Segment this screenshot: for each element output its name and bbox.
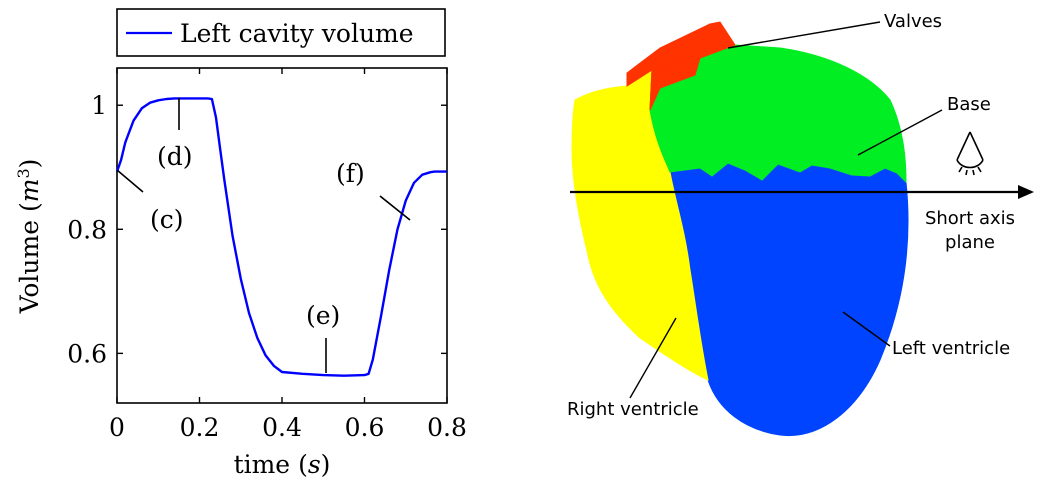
x-tick-label-0.2: 0.2 bbox=[180, 413, 220, 442]
heart-illustration: Valves Base Short axis plane Left ventri… bbox=[567, 11, 1034, 437]
y-tick-label-0.8: 0.8 bbox=[67, 215, 107, 244]
annotations: (c) (d) (e) (f) bbox=[116, 98, 411, 373]
left-ventricle-leader bbox=[842, 311, 891, 347]
y-axis-unit: m bbox=[15, 179, 44, 203]
y-axis-label: Volume (m3) bbox=[14, 159, 44, 315]
base-label: Base bbox=[947, 94, 991, 115]
y-axis-ticks: 0.6 0.8 1 bbox=[67, 91, 447, 368]
right-ventricle-label: Right ventricle bbox=[567, 399, 699, 420]
legend: Left cavity volume bbox=[116, 8, 446, 57]
y-axis-label-text: Volume bbox=[15, 220, 44, 314]
right-ventricle-leader bbox=[629, 317, 677, 399]
x-tick-label-0: 0 bbox=[109, 413, 125, 442]
x-tick-label-0.8: 0.8 bbox=[427, 413, 467, 442]
annotation-c: (c) bbox=[150, 205, 184, 234]
annotation-d: (d) bbox=[157, 142, 193, 171]
short-axis-label-line2: plane bbox=[945, 232, 995, 253]
annotation-c-leader bbox=[116, 169, 144, 193]
x-axis-ticks: 0 0.2 0.4 0.6 0.8 bbox=[109, 68, 467, 442]
annotation-f: (f) bbox=[336, 159, 365, 188]
short-axis-arrowhead bbox=[1018, 185, 1034, 199]
short-axis-label-line1: Short axis bbox=[925, 208, 1015, 229]
valves-label: Valves bbox=[884, 11, 942, 32]
left-ventricle-region bbox=[669, 162, 909, 437]
valves-leader bbox=[727, 21, 881, 49]
x-axis-label: time (s) bbox=[234, 450, 331, 479]
y-tick-label-0.6: 0.6 bbox=[67, 339, 107, 368]
y-tick-label-1: 1 bbox=[91, 91, 107, 120]
x-tick-label-0.6: 0.6 bbox=[345, 413, 385, 442]
base-leader bbox=[857, 109, 943, 156]
plot-frame bbox=[116, 67, 448, 404]
valves-region-detail bbox=[649, 57, 701, 111]
legend-entry-left-cavity-volume: Left cavity volume bbox=[180, 19, 414, 48]
y-axis-unit-exponent: 3 bbox=[14, 168, 33, 178]
annotation-e: (e) bbox=[306, 301, 340, 330]
volume-chart: Left cavity volume 0.6 0.8 1 0 0.2 0.4 0.6 0.8… bbox=[14, 8, 467, 479]
x-tick-label-0.4: 0.4 bbox=[262, 413, 302, 442]
base-region bbox=[649, 44, 907, 184]
left-ventricle-label: Left ventricle bbox=[892, 338, 1010, 359]
series-line-left-cavity-volume bbox=[115, 97, 447, 377]
eye-icon bbox=[956, 131, 984, 176]
x-axis-label-text: time bbox=[234, 450, 291, 479]
annotation-f-leader bbox=[379, 195, 411, 221]
label-leaders bbox=[629, 21, 943, 399]
x-axis-unit: s bbox=[308, 450, 321, 479]
